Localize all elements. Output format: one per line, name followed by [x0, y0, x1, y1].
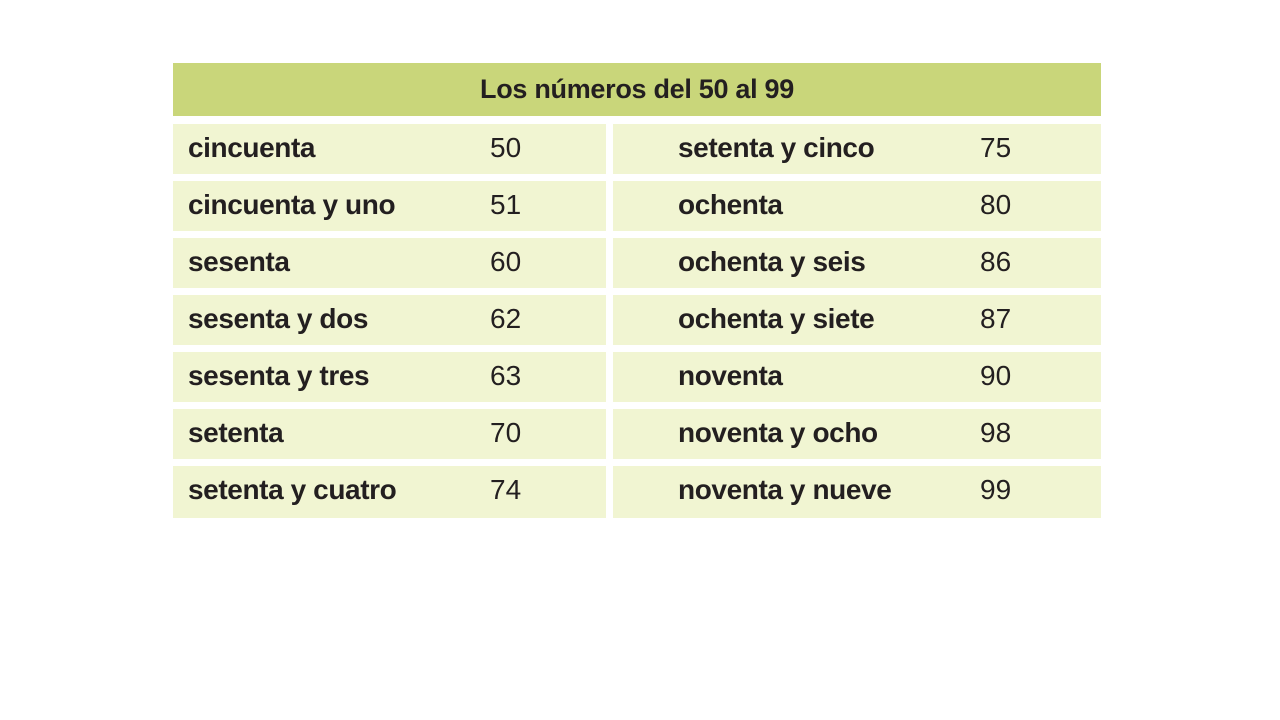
table-row: sesenta y tres 63 — [173, 352, 606, 402]
number-value: 60 — [490, 246, 522, 277]
number-value: 74 — [490, 474, 522, 505]
table-row: setenta 70 — [173, 409, 606, 459]
number-word: ochenta y siete — [678, 303, 875, 334]
table-row: setenta y cuatro 74 — [173, 466, 606, 518]
table-row: noventa y ocho 98 — [613, 409, 1101, 459]
number-word: sesenta — [188, 246, 290, 277]
numbers-table: Los números del 50 al 99 cincuenta 50 ci… — [173, 63, 1101, 518]
number-word: sesenta y tres — [188, 360, 370, 391]
number-value: 51 — [490, 189, 522, 220]
number-word: cincuenta — [188, 132, 316, 163]
number-value: 63 — [490, 360, 522, 391]
table-row: sesenta y dos 62 — [173, 295, 606, 345]
number-value: 99 — [980, 474, 1012, 505]
table-row: sesenta 60 — [173, 238, 606, 288]
number-word: ochenta y seis — [678, 246, 866, 277]
right-column: setenta y cinco 75 ochenta 80 ochenta y … — [613, 124, 1101, 518]
number-word: setenta y cuatro — [188, 474, 397, 505]
table-row: cincuenta 50 — [173, 124, 606, 174]
table-row: ochenta 80 — [613, 181, 1101, 231]
table-title: Los números del 50 al 99 — [173, 63, 1101, 116]
number-word: noventa — [678, 360, 783, 391]
number-value: 70 — [490, 417, 522, 448]
table-row: cincuenta y uno 51 — [173, 181, 606, 231]
table-body: cincuenta 50 cincuenta y uno 51 sesenta … — [173, 124, 1101, 518]
number-word: setenta — [188, 417, 284, 448]
number-word: noventa y ocho — [678, 417, 878, 448]
number-value: 50 — [490, 132, 522, 163]
table-row: noventa y nueve 99 — [613, 466, 1101, 518]
number-value: 62 — [490, 303, 522, 334]
number-value: 87 — [980, 303, 1012, 334]
number-value: 98 — [980, 417, 1012, 448]
left-column: cincuenta 50 cincuenta y uno 51 sesenta … — [173, 124, 606, 518]
number-word: sesenta y dos — [188, 303, 368, 334]
number-word: setenta y cinco — [678, 132, 875, 163]
table-row: setenta y cinco 75 — [613, 124, 1101, 174]
table-row: noventa 90 — [613, 352, 1101, 402]
number-word: cincuenta y uno — [188, 189, 396, 220]
number-value: 80 — [980, 189, 1012, 220]
number-word: noventa y nueve — [678, 474, 892, 505]
number-value: 86 — [980, 246, 1012, 277]
number-value: 90 — [980, 360, 1012, 391]
number-value: 75 — [980, 132, 1012, 163]
table-row: ochenta y seis 86 — [613, 238, 1101, 288]
number-word: ochenta — [678, 189, 783, 220]
table-row: ochenta y siete 87 — [613, 295, 1101, 345]
